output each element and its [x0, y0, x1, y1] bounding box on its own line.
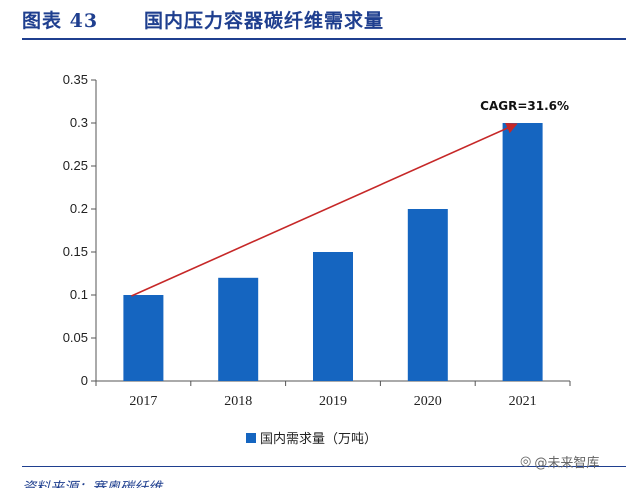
watermark: ◎ @未来智库	[520, 452, 599, 471]
bar-2019	[313, 252, 353, 381]
source-note: 资料来源：赛奥碳纤维	[22, 474, 502, 488]
x-tick-label: 2017	[129, 394, 157, 409]
bar-2017	[123, 295, 164, 381]
bar-2018	[218, 277, 259, 381]
camera-icon: ◎	[520, 454, 532, 469]
figure-label: 图表 43	[22, 10, 99, 32]
y-tick-label: 0.2	[70, 201, 88, 216]
y-tick-label: 0.3	[70, 115, 88, 130]
y-tick-label: 0.35	[63, 72, 88, 87]
figure-title: 国内压力容器碳纤维需求量	[144, 10, 385, 32]
x-tick-label: 2020	[414, 394, 442, 409]
legend-swatch	[246, 432, 256, 443]
legend-label: 国内需求量（万吨）	[260, 432, 378, 447]
x-tick-label: 2018	[224, 394, 252, 409]
x-axis: 2017 2018 2019 2020 2021	[95, 380, 571, 409]
y-tick-label: 0.25	[63, 158, 88, 173]
x-tick-label: 2019	[319, 394, 347, 409]
bar-2021	[502, 123, 543, 381]
y-axis: 0 0.05 0.1 0.15 0.2 0.25 0.3 0.35	[63, 72, 97, 388]
bar-series	[123, 123, 543, 381]
y-tick-label: 0.15	[63, 244, 88, 259]
y-tick-label: 0.1	[70, 287, 88, 302]
cagr-label: CAGR=31.6%	[480, 99, 569, 113]
figure-header: 图表 43 国内压力容器碳纤维需求量	[22, 0, 626, 40]
source-text: 资料来源：赛奥碳纤维	[22, 480, 162, 488]
bar-chart: 00.050.10.150.20.250.30.35 2017 2018 2019 2…	[63, 72, 571, 409]
y-tick-label: 0.05	[63, 330, 88, 345]
y-tick-label: 0	[81, 373, 88, 388]
cagr-annotation: CAGR=31.6%	[131, 99, 569, 297]
watermark-text: @未来智库	[534, 456, 600, 471]
bar-2020	[407, 209, 448, 381]
bottom-rule	[22, 466, 626, 467]
cagr-arrow	[131, 122, 518, 297]
legend: 国内需求量（万吨）	[246, 428, 377, 447]
x-tick-label: 2021	[509, 394, 537, 409]
